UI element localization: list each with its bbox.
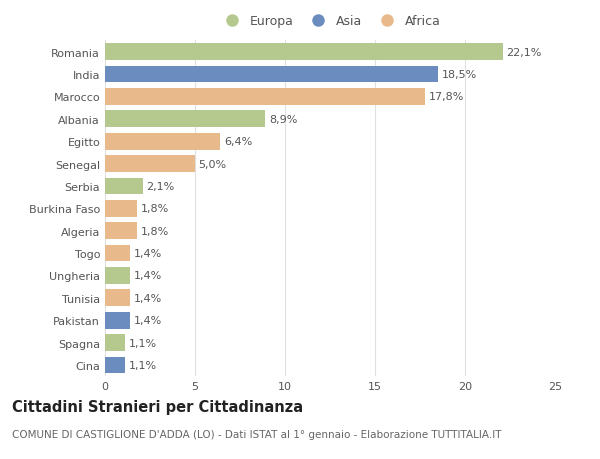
Bar [105, 312, 130, 329]
Text: 2,1%: 2,1% [146, 181, 175, 191]
Bar [105, 178, 143, 195]
Bar [105, 223, 137, 240]
Text: COMUNE DI CASTIGLIONE D'ADDA (LO) - Dati ISTAT al 1° gennaio - Elaborazione TUTT: COMUNE DI CASTIGLIONE D'ADDA (LO) - Dati… [12, 429, 502, 439]
Bar [105, 89, 425, 106]
Bar [105, 245, 130, 262]
Bar [105, 335, 125, 351]
Bar [105, 44, 503, 61]
Bar [105, 156, 195, 173]
Text: 1,1%: 1,1% [128, 338, 157, 348]
Text: Cittadini Stranieri per Cittadinanza: Cittadini Stranieri per Cittadinanza [12, 399, 303, 414]
Text: 1,8%: 1,8% [141, 204, 169, 214]
Bar [105, 111, 265, 128]
Text: 1,4%: 1,4% [134, 271, 162, 281]
Text: 17,8%: 17,8% [429, 92, 464, 102]
Bar [105, 201, 137, 217]
Bar [105, 290, 130, 307]
Legend: Europa, Asia, Africa: Europa, Asia, Africa [216, 11, 444, 32]
Text: 1,8%: 1,8% [141, 226, 169, 236]
Bar [105, 134, 220, 150]
Text: 6,4%: 6,4% [224, 137, 252, 147]
Text: 1,4%: 1,4% [134, 248, 162, 258]
Text: 5,0%: 5,0% [199, 159, 227, 169]
Bar [105, 67, 438, 83]
Text: 8,9%: 8,9% [269, 114, 297, 124]
Text: 18,5%: 18,5% [442, 70, 477, 80]
Text: 1,4%: 1,4% [134, 315, 162, 325]
Text: 1,4%: 1,4% [134, 293, 162, 303]
Text: 1,1%: 1,1% [128, 360, 157, 370]
Text: 22,1%: 22,1% [506, 47, 542, 57]
Bar [105, 357, 125, 374]
Bar [105, 268, 130, 284]
